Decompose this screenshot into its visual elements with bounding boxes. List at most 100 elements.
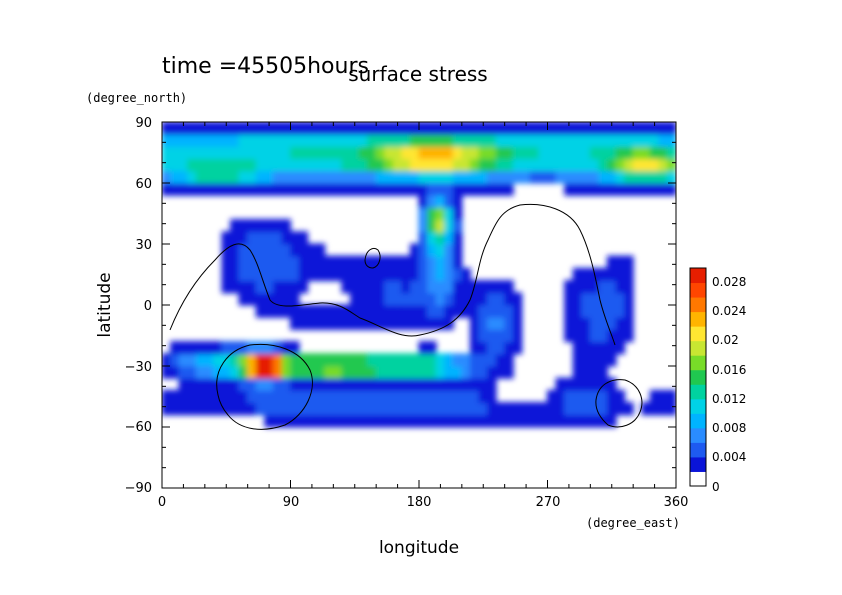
field-cell bbox=[469, 328, 480, 343]
field-cell bbox=[367, 402, 377, 416]
field-cell bbox=[204, 389, 214, 404]
field-cell bbox=[529, 414, 540, 428]
field-cell bbox=[615, 280, 626, 294]
field-cell bbox=[418, 280, 429, 294]
field-cell bbox=[255, 377, 266, 391]
field-cell bbox=[409, 280, 420, 294]
colorbar-tick-label: 0.016 bbox=[712, 363, 746, 377]
field-cell bbox=[238, 280, 249, 294]
field-cell bbox=[589, 304, 600, 318]
field-cell bbox=[418, 255, 429, 269]
field-cell bbox=[666, 133, 676, 147]
field-cell bbox=[230, 377, 240, 391]
field-cell bbox=[221, 267, 232, 282]
field-cell bbox=[487, 389, 497, 404]
field-cell bbox=[624, 304, 634, 318]
field-cell bbox=[178, 365, 189, 379]
field-cell bbox=[349, 133, 360, 147]
field-cell bbox=[290, 414, 300, 428]
field-cell bbox=[187, 133, 197, 147]
field-cell bbox=[162, 158, 172, 172]
field-cell bbox=[392, 158, 403, 172]
field-cell bbox=[272, 255, 283, 269]
field-cell bbox=[375, 292, 386, 306]
field-cell bbox=[581, 158, 591, 172]
field-cell bbox=[221, 377, 232, 391]
field-cell bbox=[427, 133, 437, 147]
field-cell bbox=[606, 389, 617, 404]
field-cell bbox=[495, 328, 506, 343]
field-cell bbox=[332, 316, 343, 330]
field-cell bbox=[632, 170, 643, 184]
field-cell bbox=[598, 389, 608, 404]
field-cell bbox=[315, 365, 326, 379]
field-cell bbox=[512, 328, 523, 343]
field-cell bbox=[401, 402, 411, 416]
field-cell bbox=[427, 377, 437, 391]
field-cell bbox=[332, 158, 343, 172]
field-cell bbox=[409, 389, 420, 404]
field-cell bbox=[221, 280, 232, 294]
field-cell bbox=[495, 158, 506, 172]
field-cell bbox=[178, 122, 189, 135]
field-cell bbox=[341, 365, 351, 379]
field-cell bbox=[589, 353, 600, 367]
field-cell bbox=[649, 389, 660, 404]
field-cell bbox=[264, 145, 274, 160]
field-cell bbox=[298, 267, 309, 282]
field-cell bbox=[178, 377, 189, 391]
field-cell bbox=[272, 170, 283, 184]
field-cell bbox=[452, 365, 463, 379]
field-cell bbox=[418, 341, 429, 355]
field-cell bbox=[375, 414, 386, 428]
field-cell bbox=[238, 255, 249, 269]
field-cell bbox=[512, 133, 523, 147]
field-cell bbox=[324, 255, 334, 269]
field-cell bbox=[444, 145, 454, 160]
field-cell bbox=[564, 182, 574, 196]
x-tick-labels: 0 90 180 270 360 bbox=[158, 495, 689, 510]
field-cell bbox=[315, 377, 326, 391]
field-cell bbox=[427, 243, 437, 257]
field-cell bbox=[272, 231, 283, 245]
field-cell bbox=[341, 255, 351, 269]
field-cell bbox=[281, 133, 291, 147]
field-cell bbox=[401, 292, 411, 306]
field-cell bbox=[555, 377, 566, 391]
field-cell bbox=[332, 267, 343, 282]
field-cell bbox=[247, 219, 257, 233]
field-cell bbox=[187, 145, 197, 160]
field-cell bbox=[255, 389, 266, 404]
field-cell bbox=[572, 182, 583, 196]
colorbar-swatch bbox=[690, 355, 706, 371]
field-cell bbox=[401, 170, 411, 184]
field-cell bbox=[512, 158, 523, 172]
field-cell bbox=[666, 145, 676, 160]
field-cell bbox=[247, 182, 257, 196]
field-cell bbox=[221, 158, 232, 172]
field-cell bbox=[230, 182, 240, 196]
field-cell bbox=[281, 158, 291, 172]
field-cell bbox=[624, 158, 634, 172]
field-cell bbox=[341, 316, 351, 330]
field-cell bbox=[290, 280, 300, 294]
field-cell bbox=[495, 292, 506, 306]
field-cell bbox=[589, 292, 600, 306]
field-cell bbox=[324, 267, 334, 282]
field-cell bbox=[367, 145, 377, 160]
field-cell bbox=[315, 353, 326, 367]
field-cell bbox=[478, 182, 489, 196]
field-cell bbox=[187, 122, 197, 135]
field-cell bbox=[238, 402, 249, 416]
field-cell bbox=[418, 365, 429, 379]
field-cell bbox=[504, 133, 514, 147]
field-cell bbox=[392, 170, 403, 184]
field-cell bbox=[187, 389, 197, 404]
field-cell bbox=[461, 280, 471, 294]
field-cell bbox=[487, 158, 497, 172]
field-cell bbox=[230, 231, 240, 245]
field-cell bbox=[564, 402, 574, 416]
field-cell bbox=[307, 170, 317, 184]
field-cell bbox=[409, 182, 420, 196]
field-cell bbox=[538, 170, 548, 184]
